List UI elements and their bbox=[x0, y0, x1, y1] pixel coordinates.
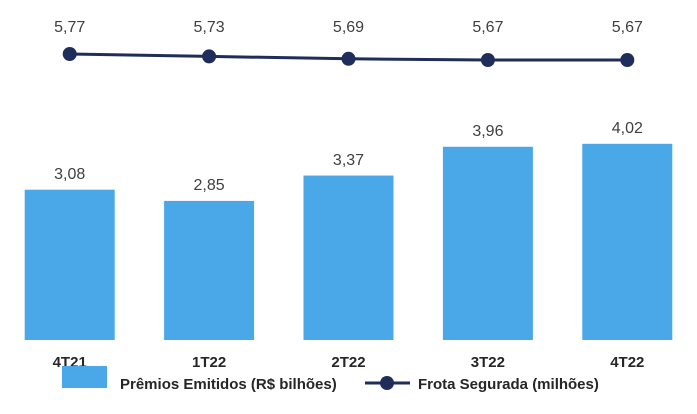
data-label: 5,73 bbox=[194, 19, 225, 36]
data-label: 5,67 bbox=[612, 19, 643, 36]
x-tick-label: 4T22 bbox=[610, 354, 644, 371]
x-tick-label: 3T22 bbox=[471, 354, 505, 371]
bar bbox=[24, 189, 115, 340]
line-marker bbox=[62, 47, 77, 61]
bar bbox=[442, 146, 533, 340]
data-label: 3,08 bbox=[54, 166, 85, 183]
x-tick-label: 2T22 bbox=[331, 354, 365, 371]
legend-label: Frota Segurada (milhões) bbox=[418, 376, 599, 393]
data-label: 4,02 bbox=[612, 120, 643, 137]
line-marker bbox=[341, 51, 356, 66]
data-label: 2,85 bbox=[194, 177, 225, 194]
data-label: 3,96 bbox=[472, 123, 503, 140]
line-marker bbox=[480, 53, 495, 67]
legend-swatch bbox=[62, 366, 107, 388]
legend-marker bbox=[380, 376, 394, 390]
bar bbox=[303, 175, 394, 340]
line-marker bbox=[202, 49, 217, 64]
bar bbox=[582, 143, 673, 340]
bar bbox=[164, 200, 255, 340]
data-label: 5,67 bbox=[472, 19, 503, 36]
data-label: 5,77 bbox=[54, 19, 85, 36]
line-marker bbox=[620, 53, 635, 67]
data-label: 3,37 bbox=[333, 152, 364, 169]
legend-label: Prêmios Emitidos (R$ bilhões) bbox=[120, 376, 337, 393]
data-label: 5,69 bbox=[333, 19, 364, 36]
x-tick-label: 1T22 bbox=[192, 354, 226, 371]
